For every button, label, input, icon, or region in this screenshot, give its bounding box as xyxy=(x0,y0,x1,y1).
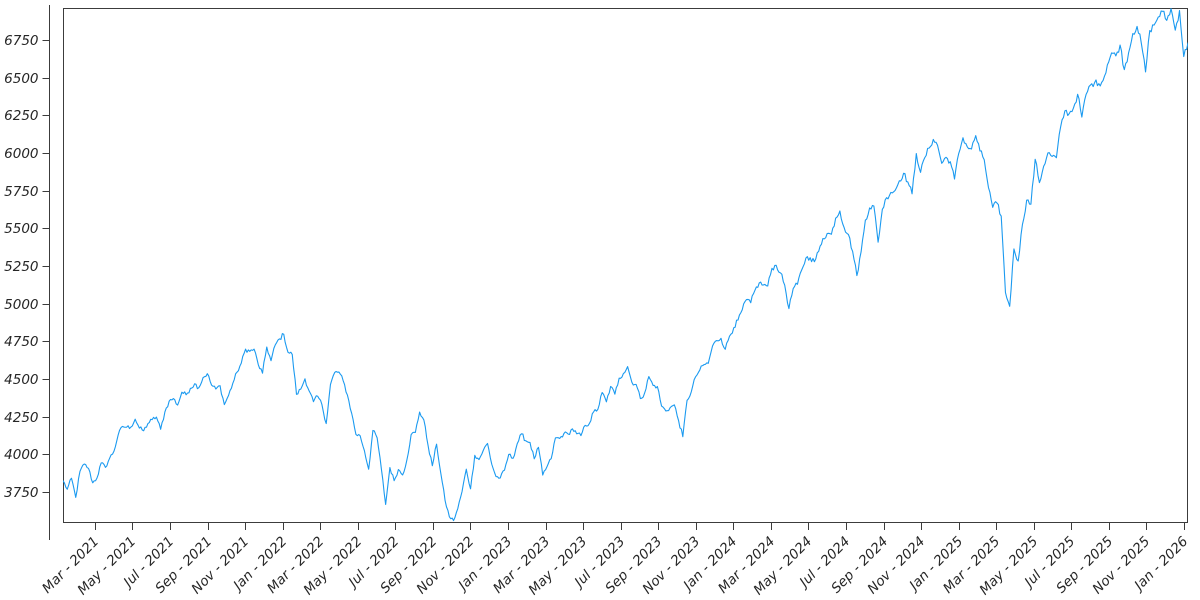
price-line xyxy=(63,8,1188,522)
y-tick-label: 4250 xyxy=(4,410,38,426)
y-tick-label: 4750 xyxy=(4,334,38,350)
y-tick-label: 4500 xyxy=(4,372,38,388)
plot-area-border xyxy=(63,8,1188,523)
y-tick-label: 3750 xyxy=(4,485,38,501)
y-tick-label: 5500 xyxy=(4,221,38,237)
y-tick-label: 5250 xyxy=(4,259,38,275)
y-tick-label: 6500 xyxy=(4,71,38,87)
y-tick-label: 6750 xyxy=(4,33,38,49)
y-tick-label: 5000 xyxy=(4,297,38,313)
y-tick-label: 6000 xyxy=(4,146,38,162)
y-tick-label: 4000 xyxy=(4,447,38,463)
y-tick-label: 6250 xyxy=(4,108,38,124)
y-tick-label: 5750 xyxy=(4,184,38,200)
